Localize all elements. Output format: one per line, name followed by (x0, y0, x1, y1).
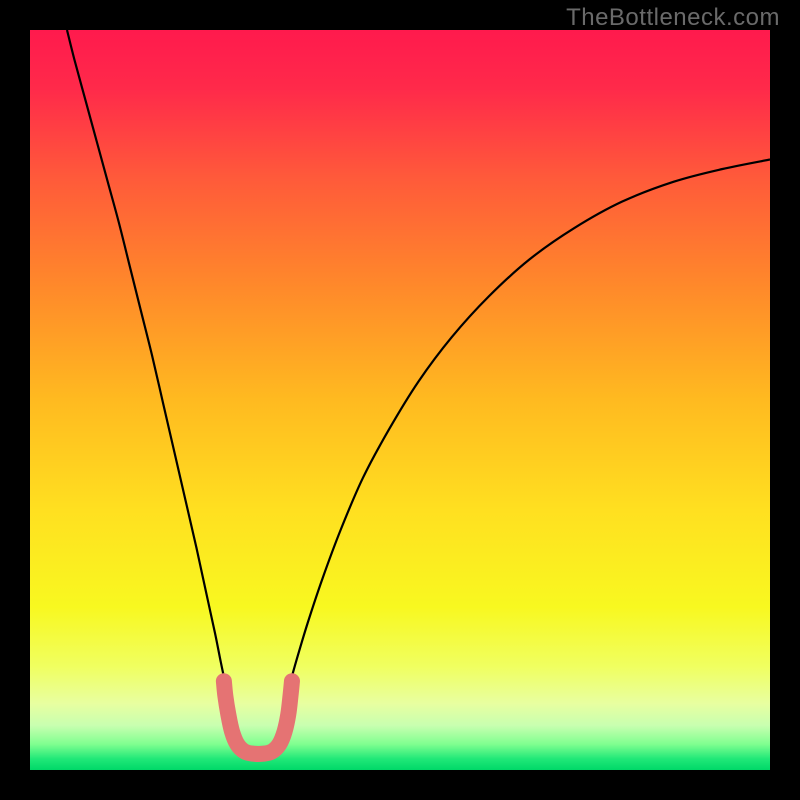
bottleneck-chart (0, 0, 800, 800)
chart-container: TheBottleneck.com (0, 0, 800, 800)
watermark-text: TheBottleneck.com (566, 4, 780, 32)
plot-background (30, 30, 770, 770)
